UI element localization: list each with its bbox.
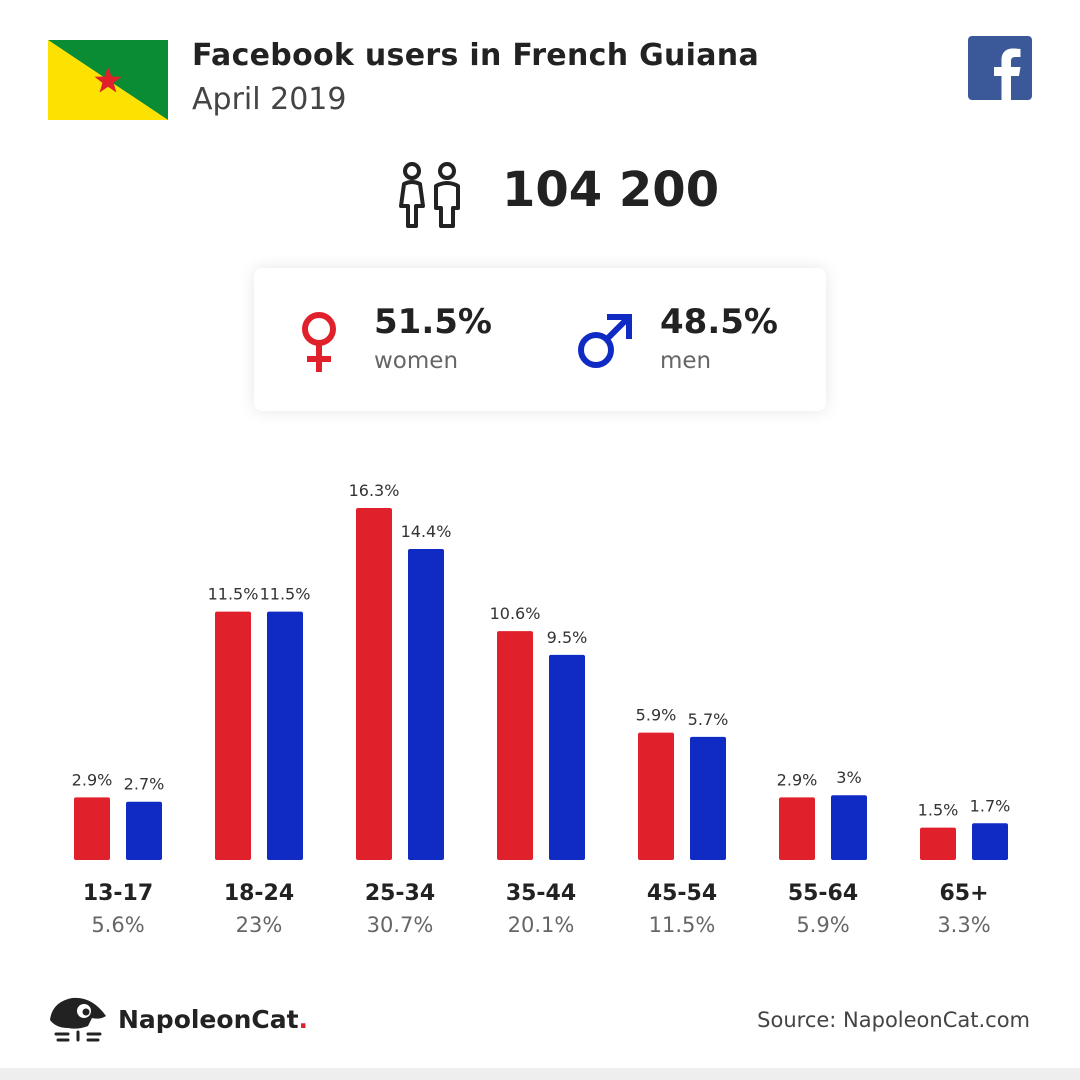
bar-value-label: 11.5%	[260, 585, 311, 604]
category-total-label: 30.7%	[367, 913, 434, 937]
category-total-label: 11.5%	[649, 913, 716, 937]
bar-35-44-women	[497, 631, 533, 860]
brand-name: NapoleonCat.	[118, 1005, 309, 1034]
bar-value-label: 11.5%	[208, 585, 259, 604]
category-label: 18-24	[224, 881, 294, 906]
category-total-label: 20.1%	[508, 913, 575, 937]
category-label: 65+	[939, 881, 988, 906]
male-icon	[578, 313, 633, 368]
bar-value-label: 5.7%	[688, 710, 729, 729]
female-icon	[302, 312, 336, 372]
page-subtitle: April 2019	[192, 82, 347, 117]
category-total-label: 23%	[236, 913, 283, 937]
category-total-label: 3.3%	[937, 913, 990, 937]
category-label: 45-54	[647, 881, 717, 906]
napoleoncat-logo-icon	[50, 997, 106, 1042]
bar-value-label: 9.5%	[547, 628, 588, 647]
bar-value-label: 10.6%	[490, 604, 541, 623]
gender-card: 51.5% women 48.5% men	[254, 268, 826, 411]
facebook-logo-icon	[968, 36, 1032, 100]
bar-value-label: 1.7%	[970, 796, 1011, 815]
bar-value-label: 2.9%	[72, 770, 113, 789]
bar-25-34-men	[408, 549, 444, 860]
total-users: 104 200	[502, 162, 720, 218]
bar-value-label: 2.7%	[124, 775, 165, 794]
bar-65+-men	[972, 823, 1008, 860]
category-label: 55-64	[788, 881, 858, 906]
bar-value-label: 1.5%	[918, 801, 959, 820]
bar-45-54-women	[638, 732, 674, 860]
source-credit: Source: NapoleonCat.com	[757, 1008, 1030, 1032]
category-label: 25-34	[365, 881, 435, 906]
bar-25-34-women	[356, 508, 392, 860]
category-total-label: 5.6%	[91, 913, 144, 937]
bar-13-17-men	[126, 801, 162, 860]
bar-value-label: 16.3%	[349, 481, 400, 500]
footer-divider	[0, 1068, 1080, 1080]
bar-18-24-women	[215, 611, 251, 860]
category-total-label: 5.9%	[796, 913, 849, 937]
category-label: 35-44	[506, 881, 576, 906]
men-percent: 48.5%	[660, 302, 778, 342]
bar-55-64-women	[779, 797, 815, 860]
bar-13-17-women	[74, 797, 110, 860]
bar-value-label: 5.9%	[636, 706, 677, 725]
users-icon	[399, 162, 460, 228]
category-label: 13-17	[83, 881, 153, 906]
page-title: Facebook users in French Guiana	[192, 38, 760, 73]
bar-35-44-men	[549, 654, 585, 860]
bar-18-24-men	[267, 611, 303, 860]
bar-value-label: 3%	[836, 768, 861, 787]
bar-value-label: 2.9%	[777, 770, 818, 789]
bar-value-label: 14.4%	[401, 522, 452, 541]
bar-55-64-men	[831, 795, 867, 860]
bar-65+-women	[920, 827, 956, 860]
bar-45-54-men	[690, 736, 726, 860]
men-label: men	[660, 348, 712, 374]
french-guiana-flag-icon	[48, 40, 168, 120]
age-gender-bar-chart: 2.9% 2.7%13-175.6%11.5% 11.5%18-2423%16.3%…	[72, 481, 1011, 937]
women-percent: 51.5%	[374, 302, 492, 342]
women-label: women	[374, 348, 459, 374]
